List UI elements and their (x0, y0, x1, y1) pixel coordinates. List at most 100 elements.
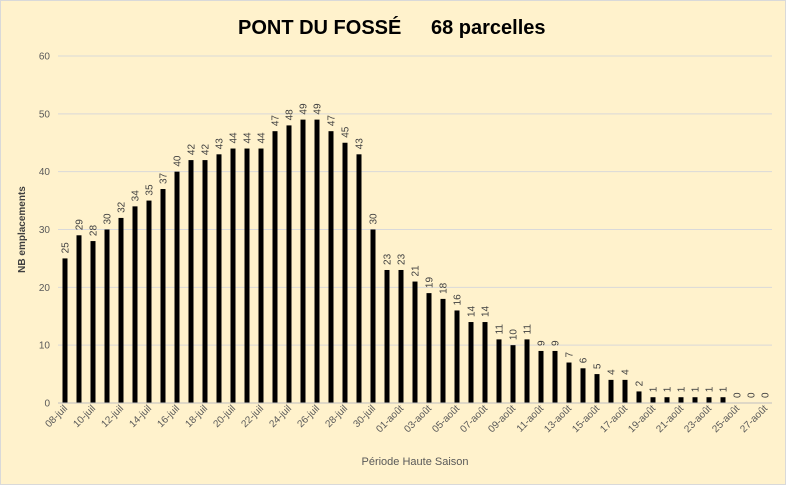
bar (524, 339, 530, 403)
data-label: 0 (747, 392, 758, 398)
data-label: 11 (523, 324, 534, 335)
data-label: 34 (131, 190, 142, 202)
chart-title: PONT DU FOSSÉ (238, 16, 401, 39)
x-tick-label: 07-août (458, 403, 490, 435)
bar (412, 281, 418, 403)
data-label: 16 (453, 294, 464, 306)
data-label: 42 (187, 144, 198, 156)
data-label: 44 (257, 132, 268, 144)
bar (90, 241, 96, 403)
bar (132, 206, 138, 403)
data-label: 1 (691, 386, 702, 392)
data-label: 1 (677, 386, 688, 392)
bar (482, 322, 488, 403)
data-label: 29 (75, 219, 86, 231)
bar (342, 142, 348, 403)
x-tick-label: 20-juil (211, 403, 238, 430)
x-tick-label: 01-août (374, 403, 406, 435)
x-tick-label: 27-août (738, 403, 770, 435)
data-label: 1 (663, 386, 674, 392)
data-label: 6 (579, 357, 590, 363)
y-tick-label: 10 (39, 341, 51, 352)
bar (510, 345, 516, 403)
bar (706, 397, 712, 403)
y-tick-label: 60 (39, 52, 51, 63)
bar (328, 131, 334, 403)
x-tick-label: 22-juil (239, 403, 266, 430)
bar (496, 339, 502, 403)
data-label: 1 (649, 386, 660, 392)
data-label: 7 (565, 352, 576, 358)
x-tick-label: 10-juil (71, 403, 98, 430)
data-label: 28 (89, 225, 100, 237)
data-label: 43 (355, 138, 366, 150)
bar (174, 171, 180, 403)
x-tick-label: 09-août (486, 403, 518, 435)
data-label: 21 (411, 265, 422, 277)
bar (272, 131, 278, 403)
data-label: 1 (719, 386, 730, 392)
x-tick-label: 05-août (430, 403, 462, 435)
data-label: 19 (425, 277, 436, 289)
x-tick-label: 03-août (402, 403, 434, 435)
bar (216, 154, 222, 403)
bar (300, 119, 306, 403)
y-axis-title: NB emplacements (17, 186, 28, 273)
x-tick-label: 11-août (515, 403, 546, 434)
bar (160, 189, 166, 403)
data-label: 9 (537, 340, 548, 346)
x-tick-label: 14-juil (127, 403, 154, 430)
x-axis-title: Période Haute Saison (361, 456, 468, 468)
bar (454, 310, 460, 403)
bar (62, 258, 68, 403)
data-label: 45 (341, 126, 352, 138)
data-label: 44 (243, 132, 254, 144)
bar (370, 229, 376, 403)
data-label: 9 (551, 340, 562, 346)
bar (286, 125, 292, 404)
bar (146, 200, 152, 403)
data-label: 40 (173, 155, 184, 167)
bar (118, 217, 124, 403)
x-tick-label: 23-août (682, 403, 714, 435)
bars (62, 119, 726, 404)
data-label: 32 (117, 201, 128, 213)
bar (468, 322, 474, 403)
data-label: 49 (299, 103, 310, 115)
bar (384, 269, 390, 403)
data-label: 23 (397, 253, 408, 265)
data-label: 0 (733, 392, 744, 398)
bar (538, 350, 544, 403)
data-label: 4 (621, 369, 632, 375)
data-label: 44 (229, 132, 240, 144)
bar (426, 293, 432, 403)
x-tick-label: 26-juil (295, 403, 322, 430)
data-label: 10 (509, 329, 520, 341)
data-label: 11 (495, 324, 506, 335)
x-tick-label: 30-juil (351, 403, 378, 430)
data-label: 14 (467, 305, 478, 317)
data-label: 5 (593, 363, 604, 369)
bar (76, 235, 82, 403)
bar (664, 397, 670, 403)
chart-subtitle: 68 parcelles (431, 17, 546, 39)
data-label: 1 (705, 386, 716, 392)
data-label: 18 (439, 282, 450, 294)
data-label: 0 (761, 392, 772, 398)
bar (258, 148, 264, 403)
y-tick-label: 20 (39, 283, 51, 294)
data-label: 30 (103, 213, 114, 225)
data-label: 49 (313, 103, 324, 115)
x-tick-label: 18-juil (183, 403, 210, 430)
y-tick-label: 50 (39, 109, 51, 120)
bar (720, 397, 726, 403)
x-tick-label: 19-août (626, 403, 658, 435)
x-tick-label: 16-juil (155, 403, 182, 430)
bar (566, 362, 572, 403)
x-axis-ticks: 08-juil 10-juil 12-juil 14-juil 16-juil 18-ju… (43, 403, 770, 435)
data-label: 42 (201, 144, 212, 156)
y-tick-label: 0 (44, 399, 50, 410)
